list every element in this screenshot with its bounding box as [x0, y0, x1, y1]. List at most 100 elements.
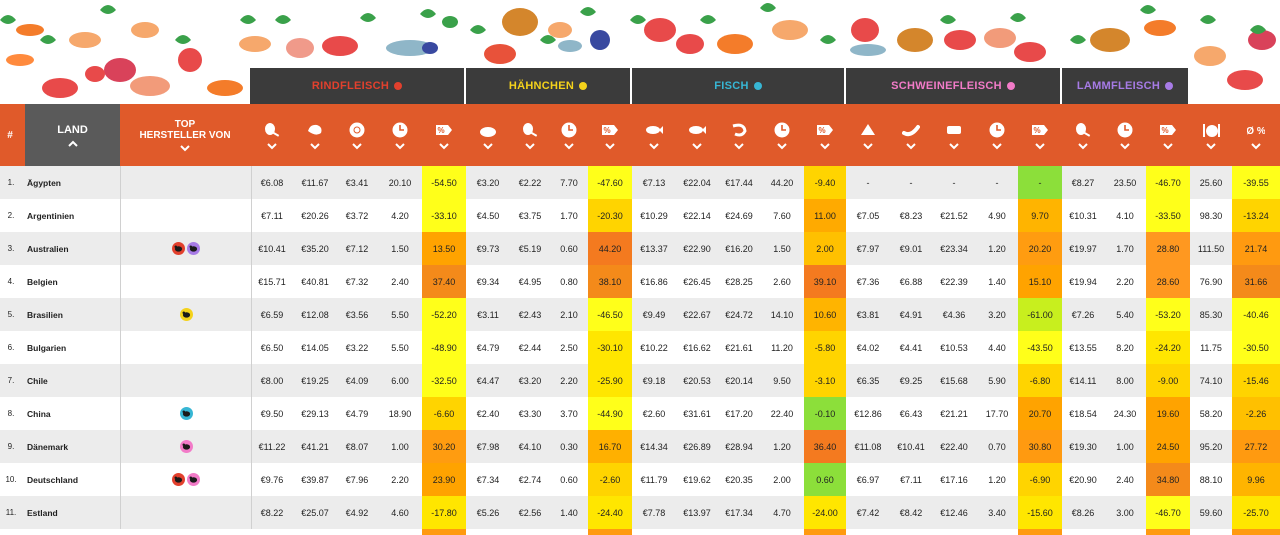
- table-row[interactable]: 2. Argentinien €7.11 €20.26 €3.72 4.20 -33.10 €…: [0, 199, 1280, 232]
- percent-change-cell: -5.80: [804, 331, 846, 364]
- fish-decoration: [386, 40, 434, 56]
- sort-column-4[interactable]: [378, 104, 422, 166]
- percent-change-cell: -48.90: [422, 331, 466, 364]
- chevron-down-icon: [692, 142, 702, 149]
- table-row[interactable]: 4. Belgien €15.71 €40.81 €7.32 2.40 37.40 €9.34…: [0, 265, 1280, 298]
- percent-change-cell: 30.80: [1018, 430, 1062, 463]
- sort-column-8[interactable]: [550, 104, 588, 166]
- value-cell: 14.10: [770, 309, 794, 320]
- table-row[interactable]: 1. Ägypten €6.08 €11.67 €3.41 20.10 -54.50 €3.2…: [0, 166, 1280, 199]
- leaf-decoration: [470, 25, 486, 34]
- value-cell: €41.21: [301, 441, 329, 452]
- sort-column-12[interactable]: [718, 104, 760, 166]
- sort-column-22[interactable]: %: [1146, 104, 1190, 166]
- sort-by-top-producer[interactable]: TOP HERSTELLER VON: [120, 104, 250, 166]
- category-hähnchen[interactable]: HÄHNCHEN: [466, 68, 630, 104]
- sort-column-15[interactable]: [846, 104, 890, 166]
- country-name: Deutschland: [27, 474, 79, 485]
- value-cell: €10.29: [640, 210, 668, 221]
- table-row[interactable]: 5. Brasilien €6.59 €12.08 €3.56 5.50 -52.20 €3.…: [0, 298, 1280, 331]
- average-percent-cell: -15.46: [1232, 364, 1280, 397]
- sort-column-18[interactable]: [976, 104, 1018, 166]
- sort-column-19[interactable]: %: [1018, 104, 1062, 166]
- table-row[interactable]: 11. Estland €8.22 €25.07 €4.92 4.60 -17.80 €5.2…: [0, 496, 1280, 529]
- sort-column-17[interactable]: [932, 104, 976, 166]
- chicken-leg-icon: [523, 122, 538, 137]
- value-cell: €3.75: [518, 210, 542, 221]
- shrimp-decoration: [69, 32, 101, 48]
- value-cell: -: [866, 177, 870, 188]
- value-cell: €3.56: [345, 309, 369, 320]
- category-rindfleisch[interactable]: RINDFLEISCH: [250, 68, 464, 104]
- sort-column-14[interactable]: %: [804, 104, 846, 166]
- sort-column-1[interactable]: [250, 104, 294, 166]
- leaf-decoration: [1250, 25, 1266, 34]
- table-row[interactable]: 10. Deutschland €9.76 €39.87 €7.96 2.20 23.90 €…: [0, 463, 1280, 496]
- category-fisch[interactable]: FISCH: [632, 68, 844, 104]
- pork-cut-icon: [861, 123, 875, 135]
- value-cell: €7.97: [856, 243, 880, 254]
- sort-column-11[interactable]: [676, 104, 718, 166]
- plate-cutlery-icon: [1203, 123, 1220, 137]
- svg-text:Ø %: Ø %: [1247, 126, 1265, 137]
- sort-column-2[interactable]: [294, 104, 336, 166]
- percent-change-cell: 15.10: [1018, 265, 1062, 298]
- chevron-down-icon: [564, 142, 574, 149]
- meat-cut-decoration: [984, 28, 1016, 48]
- value-cell: €9.49: [642, 309, 666, 320]
- sort-column-7[interactable]: [510, 104, 550, 166]
- sort-column-16[interactable]: [890, 104, 932, 166]
- value-cell: 1.70: [560, 210, 578, 221]
- value-cell: €2.43: [518, 309, 542, 320]
- cow-icon: [172, 473, 185, 486]
- sort-column-5[interactable]: %: [422, 104, 466, 166]
- value-cell: 4.10: [1116, 210, 1134, 221]
- table-row[interactable]: 3. Australien €10.41 €35.20 €7.12 1.50 13.50 €9…: [0, 232, 1280, 265]
- percent-change-cell: -33.50: [1146, 199, 1190, 232]
- sort-column-13[interactable]: [760, 104, 804, 166]
- category-lammfleisch[interactable]: LAMMFLEISCH: [1062, 68, 1188, 104]
- sort-column-21[interactable]: [1104, 104, 1146, 166]
- top-producer-cell: [120, 232, 252, 265]
- row-number: 3.: [7, 244, 15, 253]
- header-top-line1: TOP: [174, 118, 196, 130]
- value-cell: €14.11: [1069, 375, 1097, 386]
- value-cell: 4.90: [988, 210, 1006, 221]
- value-cell: 8.20: [1116, 342, 1134, 353]
- leaf-decoration: [420, 9, 436, 18]
- sort-column-23[interactable]: [1190, 104, 1232, 166]
- sort-by-land[interactable]: LAND: [25, 104, 120, 166]
- olive-decoration: [422, 42, 438, 54]
- value-cell: 7.70: [560, 177, 578, 188]
- value-cell: 4.70: [773, 507, 791, 518]
- value-cell: €16.20: [725, 243, 753, 254]
- table-row[interactable]: 9. Dänemark €11.22 €41.21 €8.07 1.00 30.20 €7.9…: [0, 430, 1280, 463]
- sort-column-24[interactable]: Ø %: [1232, 104, 1280, 166]
- percent-change-cell: -25.90: [588, 364, 632, 397]
- value-cell: 0.60: [560, 474, 578, 485]
- sort-column-10[interactable]: [632, 104, 676, 166]
- table-row[interactable]: 7. Chile €8.00 €19.25 €4.09 6.00 -32.50 €4.47 €3…: [0, 364, 1280, 397]
- partial-cell: [804, 529, 846, 535]
- table-row[interactable]: 8. China €9.50 €29.13 €4.79 18.90 -6.60 €2.40 €3…: [0, 397, 1280, 430]
- value-cell: 74.10: [1199, 375, 1223, 386]
- leaf-decoration: [940, 15, 956, 24]
- sort-column-20[interactable]: [1062, 104, 1104, 166]
- sort-column-6[interactable]: [466, 104, 510, 166]
- leaf-decoration: [1200, 15, 1216, 24]
- value-cell: 1.20: [988, 474, 1006, 485]
- sort-column-3[interactable]: [336, 104, 378, 166]
- category-label: FISCH: [714, 80, 749, 92]
- row-number: 1.: [7, 178, 15, 187]
- percent-tag-icon: %: [1160, 124, 1176, 135]
- value-cell: €19.30: [1069, 441, 1097, 452]
- clock-icon: [774, 122, 790, 137]
- category-dot: [1006, 82, 1015, 90]
- value-cell: 5.90: [988, 375, 1006, 386]
- category-schweinefleisch[interactable]: SCHWEINEFLEISCH: [846, 68, 1060, 104]
- category-dot: [753, 82, 762, 90]
- table-row[interactable]: 6. Bulgarien €6.50 €14.05 €3.22 5.50 -48.90 €4.…: [0, 331, 1280, 364]
- country-name: Chile: [27, 375, 48, 386]
- svg-text:%: %: [1033, 126, 1040, 135]
- sort-column-9[interactable]: %: [588, 104, 632, 166]
